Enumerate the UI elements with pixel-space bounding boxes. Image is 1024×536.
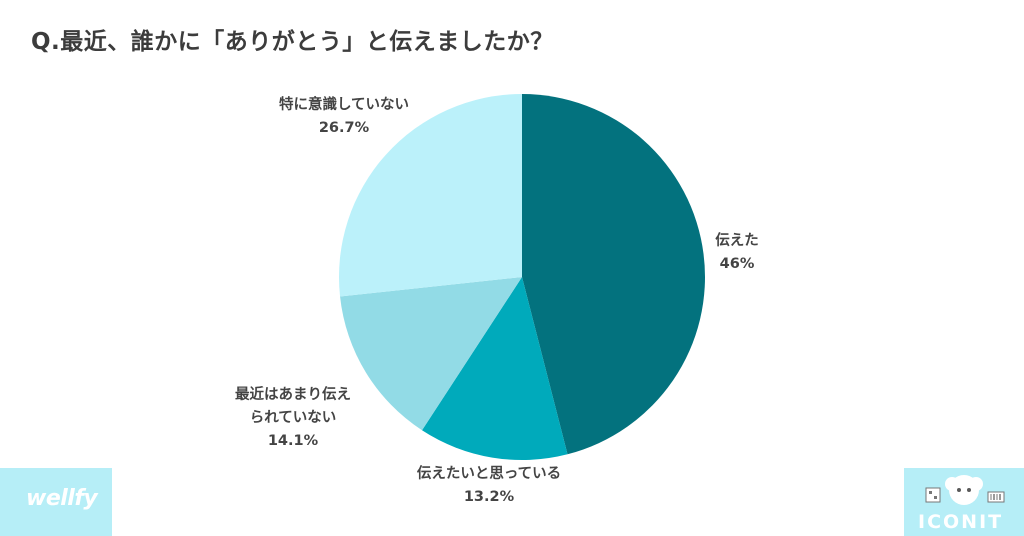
data-label-tsutaeta: 伝えた 46% — [700, 230, 774, 276]
data-label-amari: 最近はあまり伝え られていない 14.1% — [214, 384, 372, 453]
pie-slice-1 — [422, 277, 568, 460]
wellfy-logo: wellfy — [0, 468, 112, 536]
value-label: 13.2% — [463, 489, 515, 505]
category-label: 最近はあまり伝え — [235, 387, 351, 403]
category-label: 伝えたいと思っている — [416, 466, 562, 482]
pie-slice-2 — [340, 277, 522, 431]
wellfy-logo-text: wellfy — [26, 486, 98, 511]
data-label-ishiki: 特に意識していない 26.7% — [256, 94, 432, 140]
mascot-icon — [925, 475, 1005, 505]
iconit-logo: ICONIT — [904, 468, 1024, 536]
iconit-logo-text: ICONIT — [918, 511, 1004, 533]
value-label: 14.1% — [267, 433, 319, 449]
category-label: 特に意識していない — [278, 97, 410, 113]
category-label-line2: られていない — [249, 410, 337, 426]
category-label: 伝えた — [715, 233, 759, 249]
chart-title: Q.最近、誰かに「ありがとう」と伝えましたか？ — [31, 29, 554, 55]
value-label: 46% — [719, 256, 755, 272]
pie-slice-0 — [522, 94, 705, 455]
pie-slice-3 — [339, 94, 522, 297]
data-label-tsutaetai: 伝えたいと思っている 13.2% — [391, 463, 587, 509]
value-label: 26.7% — [318, 120, 370, 136]
